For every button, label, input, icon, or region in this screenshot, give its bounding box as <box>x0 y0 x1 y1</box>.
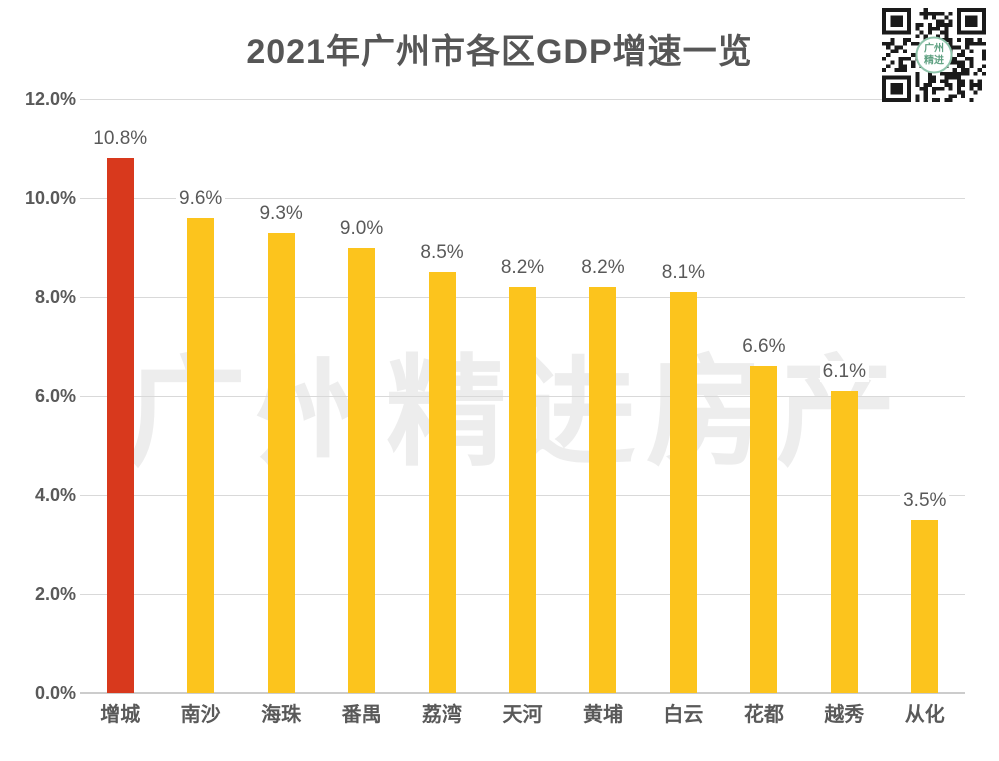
bar-value-label: 3.5% <box>880 489 970 512</box>
x-axis-category-label: 增城 <box>100 704 141 726</box>
chart-title: 2021年广州市各区GDP增速一览 <box>246 33 753 71</box>
x-axis-category-label: 番禺 <box>341 704 382 726</box>
bar <box>509 287 536 693</box>
bar-value-text: 9.3% <box>256 202 306 224</box>
gridline <box>80 198 965 199</box>
y-axis-tick-label: 6.0% <box>34 386 76 406</box>
x-axis-category-label: 荔湾 <box>422 704 463 726</box>
bar-value-label: 6.1% <box>799 361 889 383</box>
bar <box>750 366 778 693</box>
bar-value-label: 9.3% <box>236 202 326 225</box>
x-axis-category-label: 海珠 <box>261 704 302 726</box>
bar <box>348 247 376 693</box>
bar-value-label: 6.6% <box>719 336 809 358</box>
y-axis-tick-label: 12.0% <box>24 89 76 109</box>
bar-value-text: 6.6% <box>739 336 789 358</box>
y-axis-tick-label: 8.0% <box>34 287 76 307</box>
y-axis-tick-label: 0.0% <box>34 683 76 703</box>
bar <box>589 287 617 693</box>
x-axis-category-label: 花都 <box>743 704 784 726</box>
bar <box>106 158 134 693</box>
bar-value-label: 9.0% <box>317 217 407 240</box>
bar-value-text: 9.6% <box>176 187 226 209</box>
bar-value-label: 8.1% <box>638 262 728 284</box>
qr-badge-line1: 广州 <box>924 43 944 55</box>
x-axis-category-label: 黄埔 <box>582 704 623 726</box>
qr-center-badge: 广州 精进 <box>915 36 953 74</box>
qr-badge-line2: 精进 <box>924 55 944 66</box>
x-axis-category-label: 南沙 <box>180 704 221 726</box>
y-axis-tick-label: 4.0% <box>34 485 76 505</box>
x-axis-category-label: 越秀 <box>824 704 865 726</box>
bar-value-text: 9.0% <box>336 217 387 239</box>
bar-value-label: 8.5% <box>397 242 487 264</box>
bar-value-text: 3.5% <box>900 489 950 511</box>
gridline <box>80 692 965 694</box>
bar-value-label: 9.6% <box>156 187 246 210</box>
bar-value-label: 8.2% <box>478 257 568 279</box>
bar <box>267 232 295 693</box>
bar-value-text: 8.1% <box>658 262 709 284</box>
bar-value-text: 8.5% <box>417 242 467 264</box>
bar-value-text: 6.1% <box>819 361 869 383</box>
bar <box>911 519 939 693</box>
y-axis-tick-label: 2.0% <box>34 584 76 604</box>
bar-value-label: 8.2% <box>558 257 648 279</box>
bar-value-text: 10.8% <box>90 128 151 150</box>
y-axis-tick-label: 10.0% <box>24 188 76 208</box>
bar-value-text: 8.2% <box>578 257 628 279</box>
bar-value-label: 10.8% <box>75 128 165 150</box>
x-axis-category-label: 天河 <box>502 704 543 726</box>
x-axis-category-label: 从化 <box>904 704 945 726</box>
bar <box>669 292 697 693</box>
bar <box>187 217 215 693</box>
gridline <box>80 99 965 100</box>
bar <box>428 272 456 693</box>
x-axis-category-label: 白云 <box>663 704 704 726</box>
bar <box>830 391 858 693</box>
bar-value-text: 8.2% <box>497 257 548 279</box>
qr-code: 广州 精进 <box>882 8 986 102</box>
